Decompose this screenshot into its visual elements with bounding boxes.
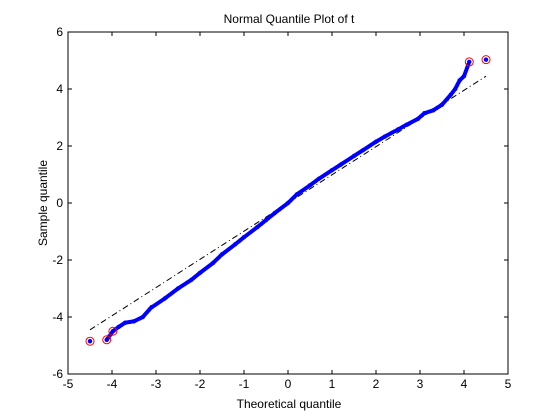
point-band bbox=[104, 62, 471, 342]
axis-ticks: -5 -4 -3 -2 -1 0 1 2 3 4 5 -6 -4 -2 0 2 4 6 bbox=[52, 25, 511, 391]
x-tick-label: 0 bbox=[285, 377, 292, 391]
y-tick-label: -4 bbox=[52, 310, 63, 324]
outlier-point bbox=[104, 337, 109, 342]
outlier-point bbox=[88, 339, 92, 344]
x-axis-label: Theoretical quantile bbox=[237, 397, 342, 411]
x-tick-label: -3 bbox=[151, 377, 162, 391]
y-tick-label: 2 bbox=[56, 139, 63, 153]
outlier-marker bbox=[108, 326, 118, 336]
outlier-marker bbox=[102, 335, 112, 345]
x-tick-label: 1 bbox=[329, 377, 336, 391]
x-tick-label: 4 bbox=[461, 377, 468, 391]
y-tick-label: -6 bbox=[52, 367, 63, 381]
x-tick-label: 2 bbox=[373, 377, 380, 391]
y-tick-label: 0 bbox=[56, 196, 63, 210]
y-tick-label: 4 bbox=[56, 82, 63, 96]
x-tick-label: -2 bbox=[195, 377, 206, 391]
x-tick-label: -1 bbox=[239, 377, 250, 391]
outlier-point bbox=[467, 59, 472, 64]
outlier-point bbox=[484, 57, 488, 62]
outlier-marker bbox=[481, 55, 491, 65]
outlier-marker bbox=[464, 57, 474, 67]
outlier-marker bbox=[85, 336, 95, 346]
y-tick-label: 6 bbox=[56, 25, 63, 39]
outlier-point bbox=[110, 329, 115, 334]
outlier-markers bbox=[85, 55, 491, 346]
x-tick-label: -4 bbox=[107, 377, 118, 391]
y-axis-label: Sample quantile bbox=[36, 160, 50, 246]
y-tick-label: -2 bbox=[52, 253, 63, 267]
x-tick-label: 5 bbox=[505, 377, 512, 391]
chart-title: Normal Quantile Plot of t bbox=[224, 12, 355, 26]
x-tick-label: -5 bbox=[63, 377, 74, 391]
x-tick-label: 3 bbox=[417, 377, 424, 391]
